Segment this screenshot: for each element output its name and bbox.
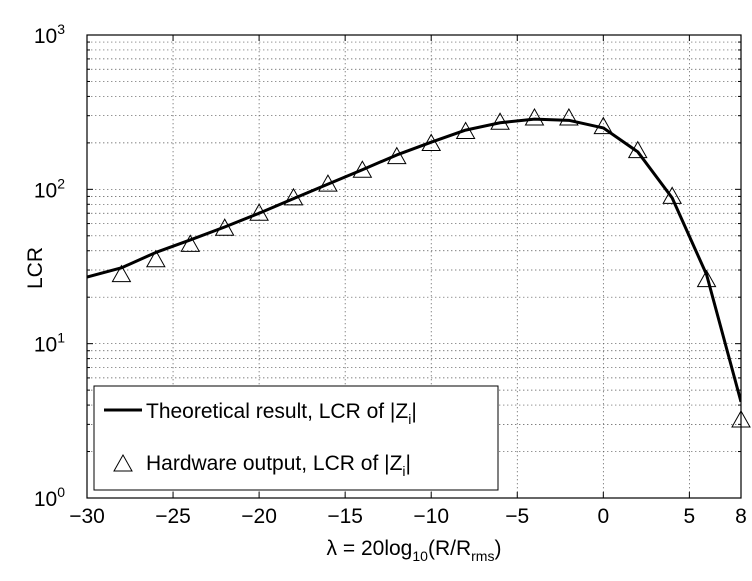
legend-hardware-text: Hardware output, LCR of |Z: [146, 452, 403, 475]
x-tick-label: −5: [505, 505, 529, 528]
hardware-point: [214, 218, 235, 236]
hardware-point: [180, 234, 201, 252]
x-tick-label: −20: [241, 505, 277, 528]
legend-theoretical-sub: i: [408, 411, 411, 427]
x-tick-label: −25: [155, 505, 191, 528]
legend-theoretical-text: Theoretical result, LCR of |Z: [146, 400, 408, 423]
hardware-point: [386, 146, 407, 165]
y-tick-label: 103: [34, 21, 65, 48]
legend-hardware-sub: i: [402, 463, 405, 479]
x-tick-label: 5: [684, 505, 696, 528]
x-axis-label-base: λ = 20log: [327, 537, 413, 560]
legend-label-hardware: Hardware output, LCR of |Zi|: [146, 452, 411, 479]
hardware-point: [559, 107, 579, 126]
legend: Theoretical result, LCR of |Zi| Hardware…: [93, 385, 499, 491]
hardware-point: [145, 249, 166, 268]
grid-lines: [87, 35, 741, 498]
x-axis-label-sub2: rms: [471, 548, 494, 564]
x-tick-label: 8: [735, 505, 747, 528]
hardware-point: [318, 174, 338, 192]
hardware-point: [524, 107, 545, 126]
hardware-point: [490, 112, 510, 130]
legend-theoretical-end: |: [411, 400, 416, 423]
plot-frame: [86, 34, 742, 499]
legend-triangle-swatch: [113, 453, 133, 472]
legend-hardware-end: |: [406, 452, 411, 475]
hardware-point: [455, 121, 476, 139]
axis-ticks: −30 −25 −20 −15 −10 −5 0 5 8 100 101 102 103: [34, 21, 747, 528]
hardware-point: [352, 160, 373, 178]
hardware-point: [421, 133, 442, 152]
hardware-point: [283, 187, 304, 206]
x-tick-label: −15: [327, 505, 363, 528]
x-tick-label: 0: [597, 505, 609, 528]
x-axis-label-sub1: 10: [412, 548, 428, 564]
y-tick-label: 101: [34, 330, 65, 357]
x-axis-label-end: ): [494, 537, 501, 560]
x-tick-label: −30: [69, 505, 105, 528]
hardware-point: [696, 269, 717, 288]
hardware-point: [662, 186, 683, 204]
theoretical-line: [87, 117, 741, 403]
y-axis-label: LCR: [24, 247, 47, 289]
hardware-point: [593, 116, 614, 135]
plot-series: [87, 107, 751, 428]
legend-label-theoretical: Theoretical result, LCR of |Zi|: [146, 400, 417, 427]
y-tick-label: 100: [34, 484, 65, 511]
x-tick-label: −10: [413, 505, 449, 528]
hardware-point: [627, 140, 648, 159]
y-tick-label: 102: [34, 175, 65, 202]
legend-box: [93, 385, 499, 491]
hardware-point: [111, 264, 132, 283]
hardware-point: [249, 203, 269, 221]
x-axis-label: λ = 20log10(R/Rrms): [327, 537, 502, 564]
x-axis-label-mid: (R/R: [428, 537, 471, 560]
